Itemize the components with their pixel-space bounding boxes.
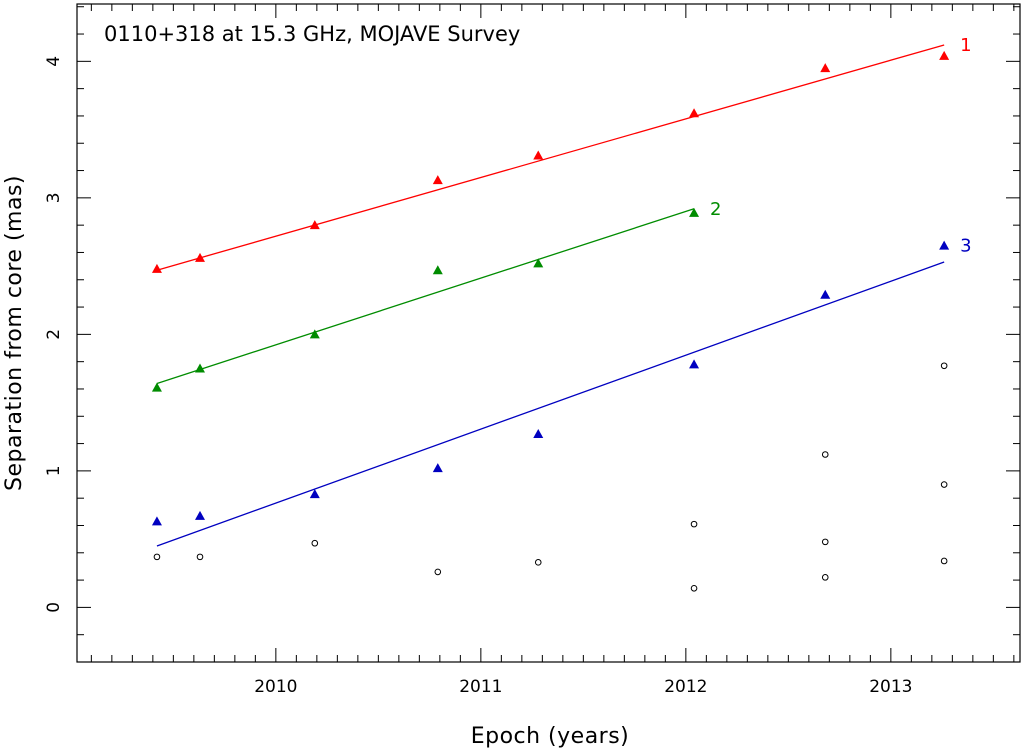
point-open-circle (821, 451, 829, 458)
y-tick-label: 4 (44, 56, 64, 67)
point-open-circle (940, 557, 948, 565)
data-points (151, 50, 950, 592)
point-series-2 (151, 382, 162, 392)
point-series-1 (939, 50, 950, 60)
point-series-1 (195, 252, 205, 262)
x-tick-label: 2010 (254, 677, 297, 697)
series-label-2: 2 (710, 199, 721, 220)
point-series-2 (533, 258, 544, 268)
plot-frame (76, 3, 1021, 663)
point-series-3 (432, 463, 443, 473)
point-open-circle (940, 481, 948, 488)
y-tick-label: 0 (44, 602, 64, 613)
point-open-circle (690, 584, 698, 592)
point-series-3 (820, 289, 831, 299)
point-open-circle (690, 520, 698, 528)
point-open-circle (434, 568, 442, 576)
point-series-3 (689, 359, 700, 369)
tick-marks (77, 4, 1020, 663)
point-open-circle (196, 553, 204, 561)
y-axis-title: Separation from core (mas) (2, 175, 27, 491)
point-series-1 (689, 108, 700, 118)
point-series-1 (820, 63, 831, 73)
point-open-circle (940, 362, 948, 370)
x-axis-title: Epoch (years) (471, 724, 630, 749)
x-tick-label: 2012 (664, 677, 707, 697)
point-open-circle (821, 574, 829, 581)
point-series-2 (432, 265, 443, 275)
point-series-1 (309, 220, 320, 230)
series-label-3: 3 (960, 236, 971, 257)
point-open-circle (821, 538, 829, 546)
point-series-1 (533, 150, 544, 160)
point-series-3 (309, 489, 320, 499)
point-open-circle (153, 553, 161, 561)
point-series-3 (533, 429, 544, 439)
fit-lines (156, 44, 945, 547)
point-series-2 (309, 329, 320, 339)
y-tick-label: 2 (44, 329, 64, 340)
series-labels: 1 2 3 (710, 35, 972, 257)
point-open-circle (534, 559, 542, 566)
x-tick-label: 2013 (869, 677, 912, 697)
point-open-circle (311, 539, 319, 547)
chart-title: 0110+318 at 15.3 GHz, MOJAVE Survey (104, 22, 520, 46)
point-series-1 (432, 175, 443, 185)
series-label-1: 1 (960, 35, 971, 56)
y-tick-label: 3 (44, 192, 64, 203)
point-series-3 (195, 510, 205, 520)
x-tick-label: 2011 (459, 677, 502, 697)
point-series-2 (195, 363, 205, 373)
fit-line-3 (156, 261, 945, 547)
point-series-1 (151, 263, 162, 273)
y-tick-label: 1 (44, 465, 64, 476)
fit-line-1 (156, 44, 945, 271)
tick-labels: 2010 2011 2012 2013 0 1 2 3 4 (44, 56, 912, 697)
fit-line-2 (156, 208, 695, 385)
point-series-2 (689, 207, 700, 217)
point-series-3 (151, 516, 162, 526)
point-series-3 (939, 240, 950, 250)
